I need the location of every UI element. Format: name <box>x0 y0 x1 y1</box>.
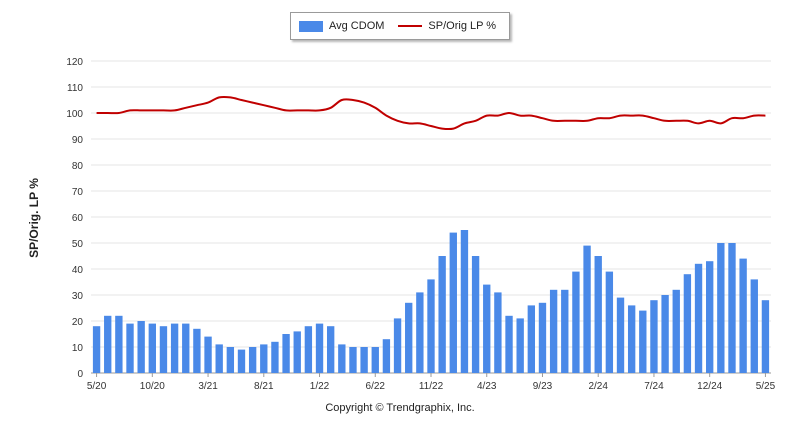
bar <box>694 263 703 373</box>
y-tick-label: 60 <box>72 213 84 224</box>
bar <box>126 323 134 373</box>
bar <box>572 271 580 373</box>
bar <box>338 344 346 373</box>
bar <box>360 347 368 373</box>
bar <box>159 326 168 373</box>
bar <box>706 261 714 373</box>
bar <box>215 344 223 373</box>
bar <box>728 243 736 373</box>
bar <box>516 318 524 373</box>
y-tick-label: 120 <box>66 57 83 68</box>
legend-line-swatch <box>398 25 423 27</box>
bar <box>137 321 145 373</box>
y-tick-label: 30 <box>72 291 84 302</box>
y-axis-label: SP/Orig. LP % <box>27 178 41 258</box>
bar <box>449 232 457 373</box>
bar <box>583 245 591 373</box>
legend-item-line[interactable]: SP/Orig LP % <box>398 20 496 32</box>
y-tick-label: 10 <box>72 343 84 354</box>
x-tick-label: 7/24 <box>644 381 664 392</box>
bar <box>494 292 502 373</box>
bar <box>104 315 112 373</box>
bar <box>750 279 758 373</box>
bar <box>315 323 324 373</box>
y-tick-label: 50 <box>72 239 84 250</box>
bar <box>717 243 725 373</box>
y-tick-label: 70 <box>72 187 84 198</box>
bar <box>416 292 424 373</box>
bar <box>326 326 335 373</box>
bar <box>561 289 569 373</box>
bar <box>304 326 313 373</box>
bar <box>761 300 770 373</box>
y-tick-label: 80 <box>72 161 84 172</box>
bar <box>661 295 669 373</box>
bar <box>92 326 101 373</box>
y-tick-label: 20 <box>72 317 84 328</box>
legend: Avg CDOM SP/Orig LP % <box>290 12 510 40</box>
x-tick-label: 9/23 <box>533 381 553 392</box>
bar <box>427 279 435 373</box>
bar <box>627 305 636 373</box>
bar <box>639 310 647 373</box>
x-tick-label: 2/24 <box>588 381 608 392</box>
x-tick-label: 5/25 <box>756 381 776 392</box>
x-tick-label: 12/24 <box>697 381 722 392</box>
bar <box>248 347 257 373</box>
legend-item-bar[interactable]: Avg CDOM <box>299 20 384 32</box>
x-tick-label: 10/20 <box>140 381 165 392</box>
y-tick-label: 0 <box>77 369 83 380</box>
bar <box>260 344 268 373</box>
copyright-text: Copyright © Trendgraphix, Inc. <box>325 402 475 414</box>
bar <box>115 315 123 373</box>
bar <box>460 230 469 373</box>
bar <box>483 284 491 373</box>
x-tick-label: 6/22 <box>366 381 386 392</box>
bar <box>204 336 212 373</box>
bar <box>549 289 558 373</box>
bar <box>170 323 179 373</box>
bar <box>405 302 413 373</box>
x-tick-label: 1/22 <box>310 381 330 392</box>
bar <box>650 300 658 373</box>
bar <box>349 347 357 373</box>
y-tick-label: 40 <box>72 265 84 276</box>
bar <box>538 302 547 373</box>
bar <box>293 331 301 373</box>
bar <box>237 349 246 373</box>
bar <box>739 258 747 373</box>
x-tick-label: 11/22 <box>419 381 444 392</box>
bar <box>527 305 536 373</box>
bar <box>683 274 692 373</box>
bar <box>182 323 190 373</box>
bar <box>471 256 480 373</box>
bar <box>616 297 625 373</box>
y-tick-label: 100 <box>66 109 83 120</box>
y-tick-label: 110 <box>67 83 83 94</box>
bar <box>382 339 391 373</box>
y-tick-label: 90 <box>72 135 84 146</box>
bar <box>438 256 446 373</box>
x-tick-label: 3/21 <box>198 381 218 392</box>
bar <box>226 347 235 373</box>
series-line <box>96 95 766 131</box>
bar <box>672 289 680 373</box>
legend-bar-swatch <box>299 20 323 32</box>
bar <box>594 256 602 373</box>
bar <box>605 271 614 373</box>
x-tick-label: 5/20 <box>87 381 107 392</box>
bar <box>393 318 402 373</box>
bar <box>148 323 156 373</box>
bar <box>193 328 201 373</box>
bar <box>371 347 379 373</box>
x-tick-label: 4/23 <box>477 381 497 392</box>
bar <box>271 341 279 373</box>
bar <box>282 334 290 373</box>
bar <box>505 315 513 373</box>
x-tick-label: 8/21 <box>254 381 274 392</box>
legend-bar-label: Avg CDOM <box>329 20 385 32</box>
legend-line-label: SP/Orig LP % <box>428 20 497 32</box>
